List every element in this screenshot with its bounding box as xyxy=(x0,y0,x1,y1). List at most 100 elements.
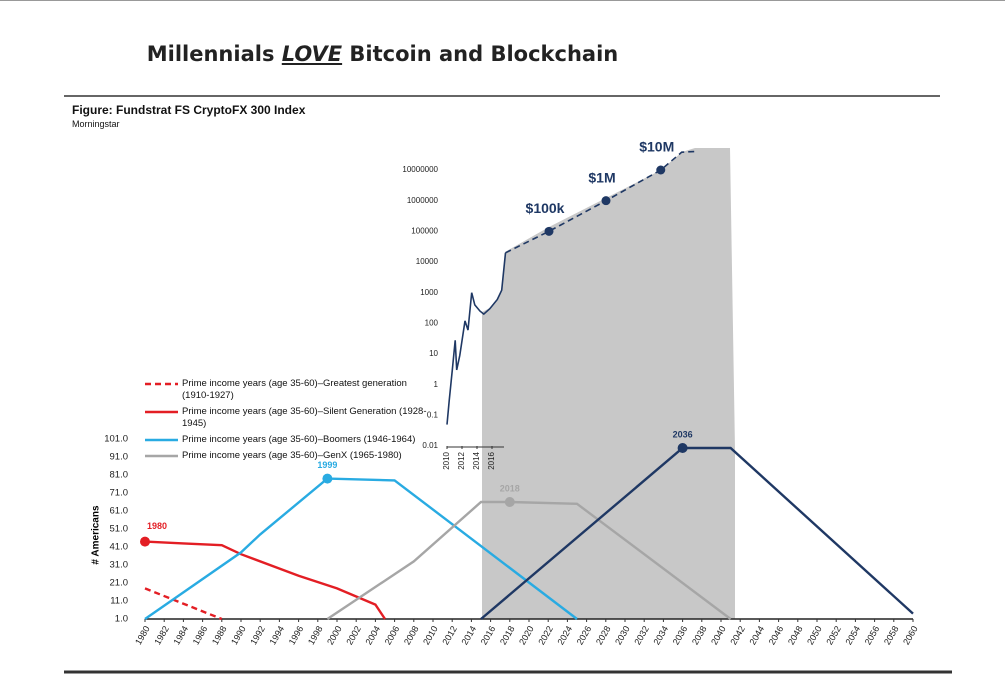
projection-marker xyxy=(601,196,611,206)
x-tick-label: 2004 xyxy=(364,624,383,646)
title-text: Millennials xyxy=(146,42,275,66)
projection-marker xyxy=(656,165,666,175)
x-tick-label: 2056 xyxy=(863,624,882,646)
legend-entry: Prime income years (age 35-60)–Silent Ge… xyxy=(145,406,435,430)
legend-swatch xyxy=(145,438,178,442)
highlight-marker xyxy=(677,443,688,453)
highlight-label: 1999 xyxy=(317,460,337,470)
x-tick-label: 2008 xyxy=(402,624,421,646)
x-tick-label: 2022 xyxy=(536,624,555,646)
highlight-marker xyxy=(504,497,515,507)
x-tick-label: 1984 xyxy=(172,624,191,646)
highlight-label: 2036 xyxy=(673,429,693,439)
highlight-label: 1980 xyxy=(147,521,167,531)
x-tick-label: 2006 xyxy=(383,624,402,646)
x-tick-label: 2030 xyxy=(613,624,632,646)
y-tick-label: 10000 xyxy=(416,257,439,266)
y-tick-label: 1000000 xyxy=(407,196,439,205)
x-tick-label: 2016 xyxy=(487,451,496,469)
x-tick-label: 2010 xyxy=(442,451,451,469)
x-tick-label: 2044 xyxy=(748,624,767,646)
highlight-marker xyxy=(322,473,333,484)
x-tick-label: 2020 xyxy=(517,624,536,646)
legend-entry: Prime income years (age 35-60)–Greatest … xyxy=(145,378,435,402)
y-tick-label: 0.01 xyxy=(422,441,438,450)
x-tick-label: 2028 xyxy=(594,624,613,646)
y-tick-label: 10000000 xyxy=(402,165,438,174)
highlight-label: 2018 xyxy=(500,483,520,493)
x-tick-label: 2058 xyxy=(882,624,901,646)
legend-label: Prime income years (age 35-60)–GenX (196… xyxy=(182,450,402,461)
x-tick-label: 2048 xyxy=(786,624,805,646)
x-tick-label: 2054 xyxy=(844,624,863,646)
legend-swatch xyxy=(145,410,178,414)
y-tick-label: 61.0 xyxy=(110,506,129,517)
y-tick-label: 100 xyxy=(425,318,439,327)
x-tick-label: 2042 xyxy=(728,624,747,646)
x-tick-label: 1994 xyxy=(268,624,287,646)
x-tick-label: 2024 xyxy=(556,624,575,646)
title-emphasis: LOVE xyxy=(281,42,343,66)
x-tick-label: 2010 xyxy=(421,624,440,646)
y-tick-label: 1 xyxy=(434,380,439,389)
legend: Prime income years (age 35-60)–Greatest … xyxy=(145,378,435,466)
x-tick-label: 1998 xyxy=(306,624,325,646)
series-line xyxy=(446,252,507,425)
x-tick-label: 2046 xyxy=(767,624,786,646)
legend-label: Prime income years (age 35-60)–Silent Ge… xyxy=(182,406,427,429)
y-tick-label: 10 xyxy=(429,349,438,358)
legend-label: Prime income years (age 35-60)–Greatest … xyxy=(182,378,407,401)
value-label: $100k xyxy=(526,200,565,216)
x-tick-label: 2040 xyxy=(709,624,728,646)
y-tick-label: 71.0 xyxy=(110,488,129,499)
y-tick-label: 101.0 xyxy=(104,434,128,445)
x-tick-label: 1990 xyxy=(229,624,248,646)
highlight-marker xyxy=(140,536,150,547)
series-line xyxy=(505,150,695,254)
x-tick-label: 2018 xyxy=(498,624,517,646)
x-tick-label: 2014 xyxy=(460,624,479,646)
value-label: $10M xyxy=(639,139,674,155)
x-tick-label: 2036 xyxy=(671,624,690,646)
y-tick-label: 100000 xyxy=(411,226,438,235)
x-tick-label: 2034 xyxy=(652,624,671,646)
y-tick-label: 1.0 xyxy=(115,614,128,625)
x-tick-label: 2038 xyxy=(690,624,709,646)
x-tick-label: 2016 xyxy=(479,624,498,646)
x-tick-label: 2032 xyxy=(632,624,651,646)
x-tick-label: 1992 xyxy=(248,624,267,646)
x-tick-label: 1986 xyxy=(191,624,210,646)
legend-swatch xyxy=(145,454,178,458)
series-line xyxy=(144,477,578,620)
projection-marker xyxy=(544,226,554,236)
legend-entry: Prime income years (age 35-60)–Boomers (… xyxy=(145,434,435,446)
x-tick-label: 2052 xyxy=(824,624,843,646)
x-tick-label: 2014 xyxy=(472,451,481,469)
legend-label: Prime income years (age 35-60)–Boomers (… xyxy=(182,434,416,445)
y-tick-label: 1000 xyxy=(420,288,438,297)
x-tick-label: 1980 xyxy=(133,624,152,646)
x-tick-label: 1982 xyxy=(152,624,171,646)
page-title: Millennials LOVE Bitcoin and Blockchain xyxy=(0,42,765,66)
x-tick-label: 2012 xyxy=(440,624,459,646)
x-tick-label: 2002 xyxy=(344,624,363,646)
series-line xyxy=(480,446,914,620)
title-text: Bitcoin and Blockchain xyxy=(349,42,619,66)
series-line xyxy=(144,587,223,621)
x-tick-label: 2000 xyxy=(325,624,344,646)
x-tick-label: 2060 xyxy=(901,624,920,646)
x-tick-label: 2026 xyxy=(575,624,594,646)
y-tick-label: 31.0 xyxy=(110,560,129,571)
source: Morningstar xyxy=(72,119,120,129)
y-tick-label: 41.0 xyxy=(110,542,129,553)
series-line xyxy=(144,540,386,620)
legend-entry: Prime income years (age 35-60)–GenX (196… xyxy=(145,450,435,462)
legend-swatch xyxy=(145,382,178,386)
x-tick-label: 1996 xyxy=(287,624,306,646)
y-tick-label: 11.0 xyxy=(110,596,128,607)
y-tick-label: 0.1 xyxy=(427,410,439,419)
x-tick-label: 2050 xyxy=(805,624,824,646)
y-tick-label: 81.0 xyxy=(110,470,129,481)
